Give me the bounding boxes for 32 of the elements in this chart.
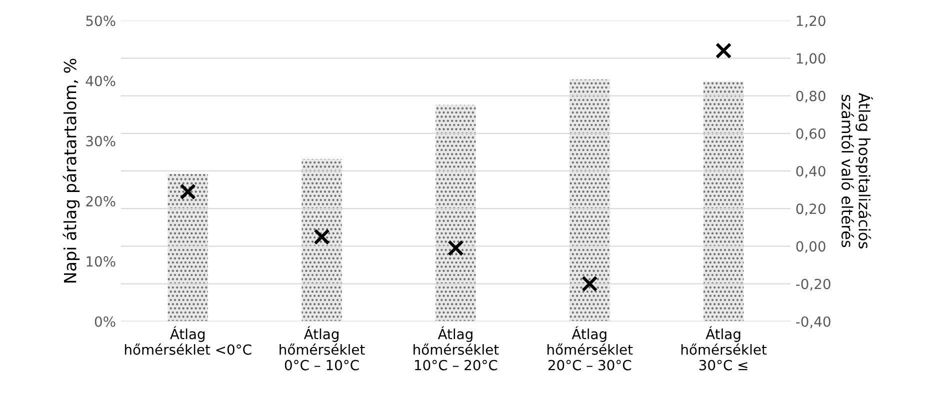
point — [715, 42, 732, 59]
x-tick-label: Átlag hőmérséklet 0°C – 10°C — [280, 326, 365, 370]
y2-tick-label: 0,60 — [796, 128, 826, 140]
y2-tick-label: -0,40 — [796, 316, 830, 328]
y2-tick-label: 1,20 — [796, 16, 826, 28]
y-tick-label: 0% — [94, 316, 116, 327]
bar — [302, 158, 342, 322]
y2-tick-label: 1,00 — [796, 53, 826, 66]
y2-tick-label: 0,00 — [796, 241, 826, 254]
y2-tick-label: -0,20 — [796, 278, 830, 291]
y-tick-label: 10% — [86, 256, 116, 267]
bar — [703, 81, 744, 322]
y2-tick-label: 0,20 — [796, 204, 826, 216]
y-tick-label: 50% — [86, 16, 116, 26]
bar — [570, 80, 610, 322]
y-tick-label: 20% — [86, 196, 116, 207]
point — [314, 228, 330, 245]
point — [448, 240, 464, 256]
y2-tick-label: 0,80 — [796, 90, 826, 103]
x-tick-label: Átlag hőmérséklet 20°C – 30°C — [548, 326, 633, 370]
point — [180, 184, 196, 200]
x-tick-label: Átlag hőmérséklet 10°C – 20°C — [414, 326, 499, 370]
bar — [436, 104, 476, 322]
y-axis-title: Napi átlag páratartalom, % — [62, 58, 80, 283]
x-tick-label: Átlag hőmérséklet 30°C ≤ — [681, 326, 767, 370]
y-tick-label: 30% — [86, 136, 116, 146]
y2-axis-title: Átlag hospitalizációs számtól való eltérés — [842, 92, 873, 248]
bar — [168, 174, 208, 322]
y2-tick-label: 0,40 — [796, 166, 826, 178]
x-tick-label: Átlag hőmérséklet <0°C — [124, 326, 252, 355]
y-tick-label: 40% — [86, 76, 116, 86]
point — [582, 276, 598, 292]
